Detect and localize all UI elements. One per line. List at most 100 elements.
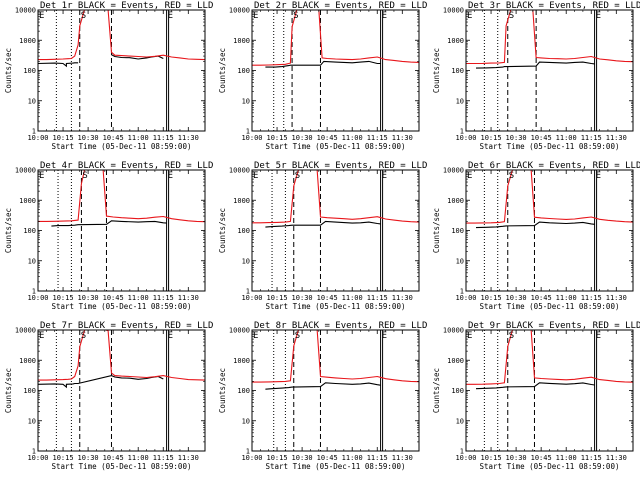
event-marker-label: E bbox=[168, 171, 173, 181]
x-tick-label: 11:15 bbox=[581, 454, 602, 462]
event-marker-label: S bbox=[509, 11, 514, 21]
y-axis-label: Counts/sec bbox=[218, 208, 227, 253]
x-axis-label: Start Time (05-Dec-11 08:59:00) bbox=[266, 142, 406, 151]
x-tick-label: 11:30 bbox=[392, 294, 413, 302]
event-marker-label: E bbox=[253, 171, 258, 181]
x-tick-label: 10:30 bbox=[78, 454, 99, 462]
lld-series-line bbox=[38, 10, 205, 61]
event-marker-label: E bbox=[467, 171, 472, 181]
chart-title: Det 8r BLACK = Events, RED = LLD bbox=[254, 321, 427, 331]
lld-series-line bbox=[38, 170, 205, 223]
x-axis-label: Start Time (05-Dec-11 08:59:00) bbox=[480, 302, 620, 311]
x-tick-label: 11:30 bbox=[392, 454, 413, 462]
y-tick-label: 10 bbox=[456, 97, 464, 105]
x-tick-label: 10:30 bbox=[292, 134, 313, 142]
events-series-line bbox=[475, 221, 595, 229]
x-axis-label: Start Time (05-Dec-11 08:59:00) bbox=[52, 142, 192, 151]
x-tick-label: 10:15 bbox=[53, 134, 74, 142]
y-tick-label: 1 bbox=[32, 128, 36, 136]
x-tick-label: 10:00 bbox=[27, 294, 48, 302]
y-tick-label: 10 bbox=[242, 97, 250, 105]
y-tick-label: 1000 bbox=[233, 197, 250, 205]
event-marker-label: S bbox=[509, 331, 514, 341]
y-axis-label: Counts/sec bbox=[4, 208, 13, 253]
x-tick-label: 10:45 bbox=[531, 134, 552, 142]
y-tick-label: 1 bbox=[246, 288, 250, 296]
x-axis-label: Start Time (05-Dec-11 08:59:00) bbox=[480, 142, 620, 151]
event-marker-label: E bbox=[39, 11, 44, 21]
y-axis-label: Counts/sec bbox=[432, 48, 441, 93]
x-tick-label: 10:30 bbox=[506, 294, 527, 302]
x-tick-label: 10:00 bbox=[455, 454, 476, 462]
event-marker-label: E bbox=[382, 11, 387, 21]
x-tick-label: 10:15 bbox=[53, 294, 74, 302]
y-tick-label: 100 bbox=[237, 227, 250, 235]
y-tick-label: 1 bbox=[246, 128, 250, 136]
y-tick-label: 10000 bbox=[229, 167, 250, 175]
x-tick-label: 10:15 bbox=[267, 454, 288, 462]
x-tick-label: 11:15 bbox=[367, 454, 388, 462]
x-axis-label: Start Time (05-Dec-11 08:59:00) bbox=[266, 302, 406, 311]
x-tick-label: 11:30 bbox=[178, 134, 199, 142]
chart-title: Det 4r BLACK = Events, RED = LLD bbox=[40, 161, 213, 171]
lld-series-line bbox=[466, 170, 633, 224]
x-tick-label: 10:15 bbox=[481, 134, 502, 142]
y-axis-label: Counts/sec bbox=[4, 48, 13, 93]
y-tick-label: 1000 bbox=[19, 357, 36, 365]
x-tick-label: 11:00 bbox=[342, 294, 363, 302]
y-tick-label: 1000 bbox=[447, 357, 464, 365]
x-tick-label: 10:30 bbox=[78, 134, 99, 142]
plot-frame bbox=[37, 169, 206, 292]
event-marker-label: E bbox=[467, 11, 472, 21]
chart-title: Det 3r BLACK = Events, RED = LLD bbox=[468, 1, 640, 11]
x-tick-label: 10:00 bbox=[455, 294, 476, 302]
plot-frame bbox=[37, 9, 206, 132]
event-marker-label: E bbox=[168, 11, 173, 21]
event-marker-label: E bbox=[382, 171, 387, 181]
event-marker-label: E bbox=[253, 11, 258, 21]
x-axis-label: Start Time (05-Dec-11 08:59:00) bbox=[52, 302, 192, 311]
x-tick-label: 10:00 bbox=[455, 134, 476, 142]
y-tick-label: 100 bbox=[23, 67, 36, 75]
event-marker-label: S bbox=[81, 11, 86, 21]
plot-frame bbox=[251, 329, 420, 452]
events-series-line bbox=[38, 375, 164, 389]
events-series-line bbox=[265, 382, 381, 390]
y-tick-label: 10 bbox=[242, 257, 250, 265]
x-tick-label: 10:15 bbox=[53, 454, 74, 462]
y-tick-label: 10000 bbox=[443, 7, 464, 15]
y-tick-label: 10 bbox=[28, 97, 36, 105]
lld-series-line bbox=[252, 330, 419, 383]
lld-series-line bbox=[252, 170, 419, 224]
event-marker-label: E bbox=[39, 331, 44, 341]
y-tick-label: 1 bbox=[32, 288, 36, 296]
y-tick-label: 100 bbox=[451, 227, 464, 235]
y-tick-label: 100 bbox=[23, 227, 36, 235]
x-tick-label: 11:00 bbox=[342, 134, 363, 142]
y-tick-label: 1 bbox=[460, 128, 464, 136]
x-tick-label: 10:45 bbox=[103, 454, 124, 462]
x-tick-label: 10:15 bbox=[267, 294, 288, 302]
y-tick-label: 100 bbox=[237, 67, 250, 75]
y-tick-label: 1 bbox=[32, 448, 36, 456]
x-axis-label: Start Time (05-Dec-11 08:59:00) bbox=[52, 462, 192, 471]
plot-frame bbox=[465, 9, 634, 132]
x-tick-label: 11:30 bbox=[606, 134, 627, 142]
y-tick-label: 1000 bbox=[19, 197, 36, 205]
plot-frame bbox=[251, 169, 420, 292]
x-tick-label: 10:45 bbox=[317, 134, 338, 142]
y-tick-label: 1000 bbox=[19, 37, 36, 45]
x-tick-label: 10:15 bbox=[481, 454, 502, 462]
lld-series-line bbox=[38, 330, 205, 381]
y-axis-label: Counts/sec bbox=[218, 368, 227, 413]
x-tick-label: 11:30 bbox=[178, 294, 199, 302]
event-marker-label: E bbox=[253, 331, 258, 341]
y-tick-label: 10000 bbox=[443, 167, 464, 175]
x-tick-label: 10:45 bbox=[531, 294, 552, 302]
event-marker-label: S bbox=[82, 171, 87, 181]
lld-series-line bbox=[466, 330, 633, 385]
